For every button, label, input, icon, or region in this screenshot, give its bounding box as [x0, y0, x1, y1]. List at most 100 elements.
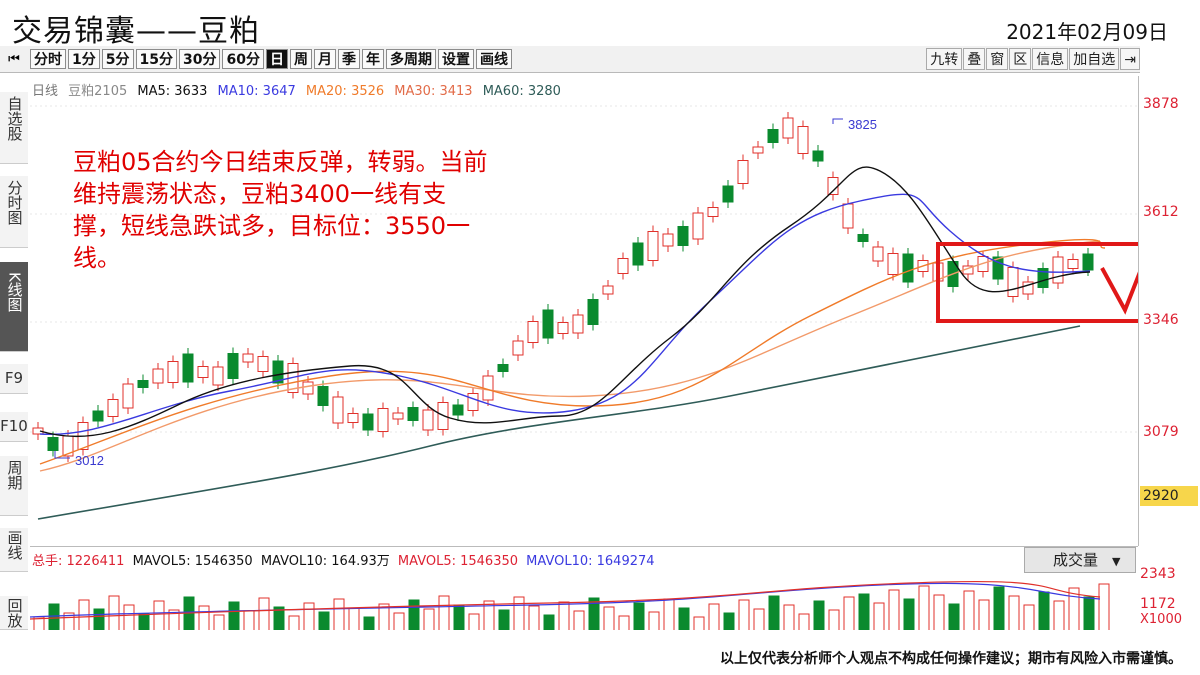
volume-bar — [783, 604, 795, 632]
add-favorite-button[interactable]: 加自选 — [1069, 48, 1120, 70]
volume-bar — [933, 594, 945, 632]
volume-bar — [828, 609, 840, 632]
candle-body — [902, 253, 914, 283]
volume-bar — [1023, 604, 1035, 632]
candle-body — [887, 253, 899, 275]
page-title: 交易锦囊——豆粕 — [12, 14, 260, 49]
candle-body — [1052, 256, 1064, 284]
volume-bar — [603, 606, 615, 632]
ma10-label: MA10: 3647 — [217, 84, 296, 99]
volume-bar — [228, 601, 240, 632]
period-toolbar: ⏮ 分时 1分 5分 15分 30分 60分日周月季年多周期 设置 画线 九转 叠 窗 区 信… — [0, 46, 1140, 73]
footer — [0, 630, 1200, 675]
candle-body — [152, 368, 164, 384]
volume-bar — [498, 609, 510, 632]
candle-body — [647, 231, 659, 261]
period-button[interactable]: 分时 — [30, 49, 66, 69]
volume-bar — [123, 604, 135, 632]
candle-body — [587, 299, 599, 325]
exit-icon[interactable]: ⇥ — [1120, 48, 1140, 70]
period-button[interactable]: 60分 — [222, 49, 264, 69]
period-button[interactable]: 画线 — [475, 49, 512, 69]
volume-bar — [1053, 600, 1065, 632]
tab-watchlist[interactable]: 自选股 — [0, 92, 28, 164]
indicator-select[interactable]: 成交量 ▼ — [1024, 547, 1136, 573]
volume-bar — [633, 602, 645, 632]
candle-body — [1082, 253, 1094, 271]
candle-body — [737, 160, 749, 184]
ma5-label: MA5: 3633 — [137, 84, 208, 99]
candle-body — [692, 212, 704, 240]
price-tick: 3612 — [1143, 204, 1179, 220]
high-mark: 3825 — [848, 117, 877, 132]
volume-bar — [663, 598, 675, 632]
candle-body — [872, 246, 884, 262]
candle-body — [422, 409, 434, 431]
volume-bar — [888, 589, 900, 632]
period-button[interactable]: 1分 — [68, 49, 100, 69]
period-button[interactable]: 设置 — [437, 49, 474, 69]
volume-bar — [93, 608, 105, 632]
candle-body — [242, 353, 254, 363]
candle-body — [362, 413, 374, 431]
volume-tick: 1172 — [1140, 596, 1176, 612]
period-button[interactable]: 日 — [265, 49, 288, 69]
candle-body — [407, 407, 419, 421]
volume-bar — [393, 612, 405, 632]
tab-draw[interactable]: 画线 — [0, 528, 28, 572]
report-date: 2021年02月09日 — [1006, 20, 1168, 44]
tab-f9[interactable]: F9 — [0, 364, 28, 394]
candle-body — [47, 437, 59, 451]
volume-bar — [918, 585, 930, 632]
candle-body — [842, 203, 854, 229]
overlay-button[interactable]: 叠 — [963, 48, 986, 70]
period-button[interactable]: 15分 — [135, 49, 177, 69]
candle-body — [377, 408, 389, 432]
tab-f10[interactable]: F10 — [0, 412, 28, 442]
candle-body — [497, 364, 509, 372]
period-button[interactable]: 多周期 — [385, 49, 436, 69]
volume-bar — [348, 607, 360, 632]
candle-body — [227, 353, 239, 379]
candle-body — [602, 285, 614, 295]
mavol10-label: MAVOL10: 164.93万 — [260, 554, 390, 569]
ma5-line — [39, 166, 1091, 438]
range-button[interactable]: 区 — [1009, 48, 1032, 70]
tab-replay[interactable]: 回放 — [0, 596, 28, 630]
candle-body — [857, 234, 869, 242]
tab-kline[interactable]: K线图 — [0, 262, 28, 352]
kline-chart[interactable]: 3825 3012 — [30, 76, 1138, 546]
tab-period[interactable]: 周期 — [0, 456, 28, 516]
period-button[interactable]: 30分 — [178, 49, 221, 69]
low-mark: 3012 — [75, 453, 104, 468]
candle-body — [332, 396, 344, 424]
period-label: 日线 — [32, 84, 59, 99]
volume-bar — [423, 608, 435, 632]
mavol5-label: MAVOL5: 1546350 — [132, 554, 253, 569]
period-button[interactable]: 月 — [313, 49, 336, 69]
period-button[interactable]: 周 — [289, 49, 312, 69]
volume-bar — [288, 615, 300, 632]
tab-intraday[interactable]: 分时图 — [0, 176, 28, 248]
candle-body — [557, 322, 569, 334]
period-button[interactable]: 年 — [361, 49, 384, 69]
jiuzhuan-button[interactable]: 九转 — [926, 48, 963, 70]
disclaimer: 以上仅代表分析师个人观点不构成任何操作建议；期市有风险入市需谨慎。 — [720, 651, 1182, 667]
volume-bar — [1083, 596, 1095, 632]
window-button[interactable]: 窗 — [986, 48, 1009, 70]
volume-bar — [903, 598, 915, 632]
candle-body — [347, 413, 359, 423]
ma30-line — [39, 240, 1101, 472]
candle-body — [197, 366, 209, 378]
candle-body — [512, 340, 524, 356]
candle-body — [797, 126, 809, 154]
candle-body — [1022, 281, 1034, 295]
period-button[interactable]: 季 — [337, 49, 360, 69]
volume-bar — [183, 596, 195, 632]
price-axis: 3878 3612 3346 3079 2920 — [1138, 76, 1200, 546]
info-button[interactable]: 信息 — [1032, 48, 1069, 70]
period-button[interactable]: 5分 — [101, 49, 134, 69]
mavol-line — [29, 582, 1101, 618]
volume-bar — [963, 590, 975, 632]
collapse-icon[interactable]: ⏮ — [8, 51, 20, 67]
